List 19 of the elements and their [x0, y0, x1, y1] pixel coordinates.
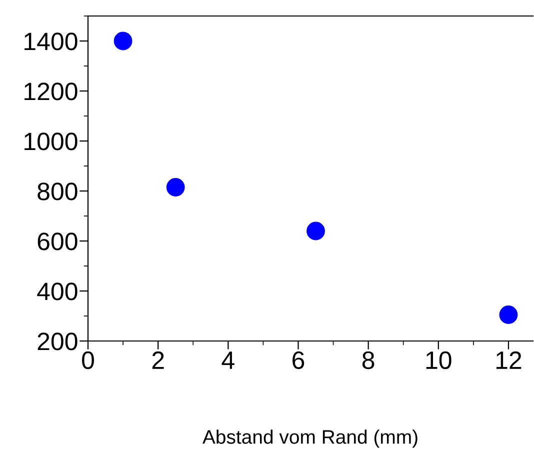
point	[499, 306, 518, 324]
y-tick-label: 200	[38, 332, 78, 350]
y-tick-label: 800	[38, 182, 78, 200]
x-tick-label: 4	[222, 352, 234, 369]
y-tick-label: 400	[37, 282, 78, 300]
x-axis-title: Abstand vom Rand (mm)	[202, 430, 418, 448]
y-tick-label: 1400	[24, 32, 78, 50]
y-tick-label: 1000	[24, 132, 78, 150]
x-tick-label: 0	[82, 351, 94, 370]
x-tick-label: 12	[496, 351, 522, 369]
x-tick-label: 6	[292, 351, 304, 370]
x-tick-label: 8	[362, 351, 374, 370]
point	[166, 178, 185, 196]
x-tick-label: 10	[426, 351, 452, 370]
y-tick-label: 1200	[24, 82, 78, 100]
x-tick-label: 2	[152, 351, 164, 369]
y-tick-label: 600	[38, 232, 78, 250]
point	[114, 32, 132, 50]
point	[306, 222, 325, 240]
